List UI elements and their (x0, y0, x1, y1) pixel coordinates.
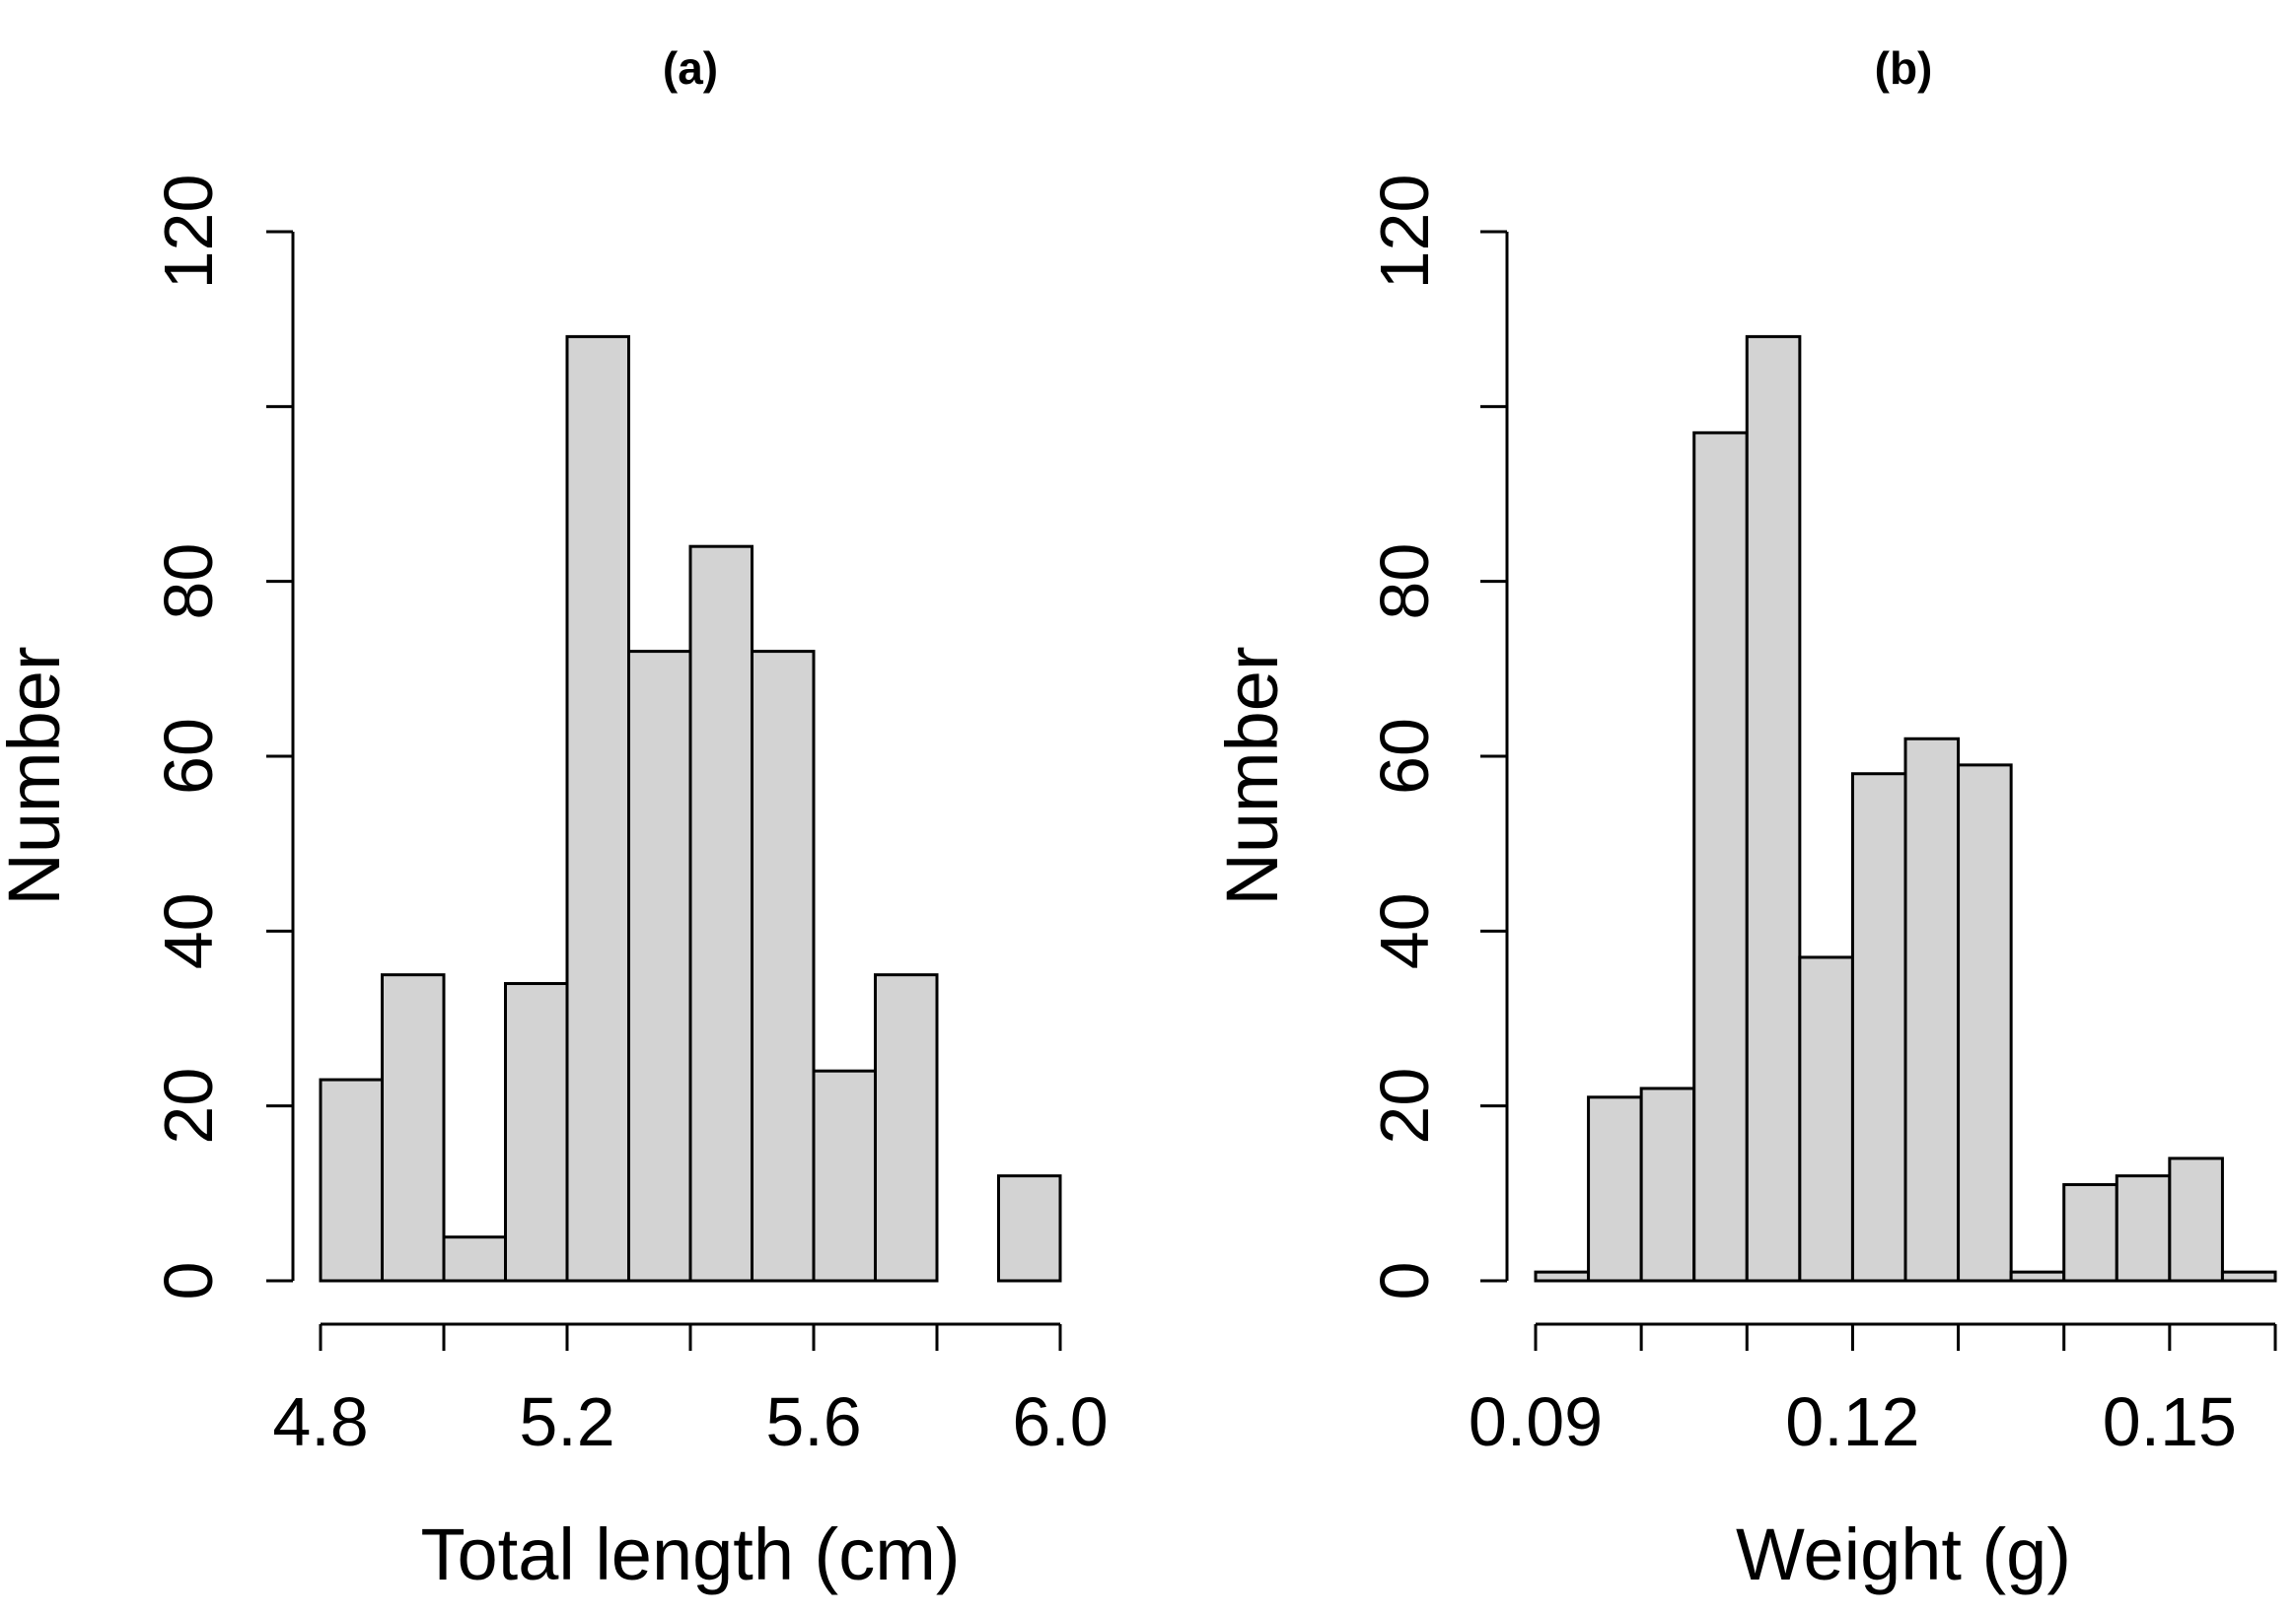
y-tick-label: 0 (150, 1262, 227, 1301)
histogram-bar (504, 982, 569, 1283)
histogram-bar (442, 1235, 507, 1283)
x-tick-label: 0.09 (1469, 1383, 1603, 1460)
histogram-bar (1534, 1270, 1591, 1283)
histogram-bar (1745, 334, 1802, 1283)
histogram-bar (2009, 1270, 2066, 1283)
histogram-bar (381, 973, 446, 1283)
histogram-bar (1798, 955, 1854, 1283)
histogram-bar (627, 650, 692, 1283)
histogram-bar (688, 544, 753, 1283)
histogram-bar (2168, 1157, 2224, 1283)
y-tick-label: 60 (1366, 718, 1443, 795)
histogram-bar (1587, 1095, 1643, 1283)
histogram-bar (1850, 772, 1907, 1283)
x-tick-label: 5.6 (765, 1383, 861, 1460)
y-tick-label: 20 (150, 1068, 227, 1145)
y-tick-label: 60 (150, 718, 227, 795)
histogram-bar (2115, 1174, 2172, 1283)
y-tick-label: 120 (1366, 175, 1443, 290)
y-tick-label: 120 (150, 175, 227, 290)
histogram-bar (751, 650, 816, 1283)
x-tick-label: 0.15 (2103, 1383, 2237, 1460)
y-tick-label: 80 (150, 543, 227, 620)
x-tick-label: 0.12 (1785, 1383, 1919, 1460)
x-tick-label: 6.0 (1012, 1383, 1108, 1460)
y-axis-label: Number (1211, 646, 1293, 905)
panel-b: (b) 0 20 40 60 80 120 0.09 0.12 0.15 Weight (g) Num… (1211, 42, 2277, 1595)
y-tick-label: 80 (1366, 543, 1443, 620)
panel-a: (a) 0 20 40 60 80 120 4.8 5.2 5.6 6.0 Total length … (0, 42, 1109, 1595)
histogram-bar (1957, 763, 2013, 1283)
histogram-bar (1903, 737, 1961, 1283)
y-tick-label: 40 (150, 892, 227, 969)
histogram-bar (565, 334, 630, 1283)
y-tick-label: 0 (1366, 1262, 1443, 1301)
histogram-bar (1639, 1087, 1696, 1283)
histogram-bar (1692, 431, 1749, 1283)
histogram-bar (812, 1069, 877, 1283)
panel-title: (b) (1875, 42, 1933, 94)
x-tick-label: 5.2 (519, 1383, 614, 1460)
histogram-bar (319, 1078, 384, 1283)
x-axis-label: Weight (g) (1736, 1513, 2071, 1595)
histogram-bar (997, 1174, 1062, 1283)
y-tick-label: 20 (1366, 1068, 1443, 1145)
y-axis-label: Number (0, 646, 75, 905)
histogram-bar (2062, 1182, 2118, 1283)
panel-title: (a) (663, 42, 718, 94)
x-tick-label: 4.8 (272, 1383, 368, 1460)
histogram-bar (2220, 1270, 2277, 1283)
y-tick-label: 40 (1366, 892, 1443, 969)
x-axis-label: Total length (cm) (421, 1513, 961, 1595)
histogram-bar (874, 973, 939, 1283)
